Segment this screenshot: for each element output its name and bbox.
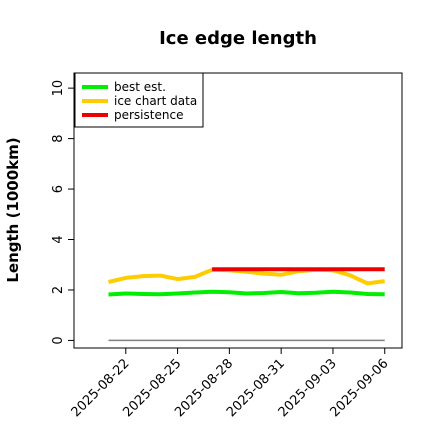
y-tick-label: 4	[51, 235, 66, 243]
y-tick-label: 8	[51, 134, 66, 142]
legend-label-ice-chart-data: ice chart data	[114, 94, 197, 108]
legend-label-persistence: persistence	[114, 108, 183, 122]
y-tick-label: 2	[51, 286, 66, 294]
plot-frame	[73, 72, 403, 349]
legend: best est. ice chart data persistence	[74, 72, 204, 128]
series-best-est-line	[108, 289, 385, 297]
y-axis-label: Length (1000km)	[4, 137, 22, 282]
series-ice-chart-data-line	[108, 267, 385, 286]
y-tick-label: 6	[51, 185, 66, 193]
y-axis: 0 2 4 6 8 10	[51, 80, 74, 345]
series-layer	[108, 267, 385, 297]
legend-label-best-est: best est.	[114, 80, 166, 94]
y-tick-label: 0	[51, 336, 66, 344]
x-axis: 2025-08-222025-08-252025-08-282025-08-31…	[69, 348, 392, 420]
chart-title: Ice edge length	[159, 28, 317, 49]
y-tick-label: 10	[51, 80, 66, 97]
